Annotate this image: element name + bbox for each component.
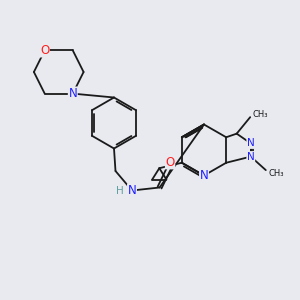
Text: N: N [247,152,255,162]
Text: H: H [116,186,123,196]
Text: N: N [200,169,208,182]
Text: N: N [128,184,136,197]
Text: CH₃: CH₃ [268,169,284,178]
Text: N: N [247,138,255,148]
Text: O: O [40,44,49,57]
Text: N: N [68,87,77,100]
Text: O: O [166,156,175,169]
Text: CH₃: CH₃ [253,110,268,118]
